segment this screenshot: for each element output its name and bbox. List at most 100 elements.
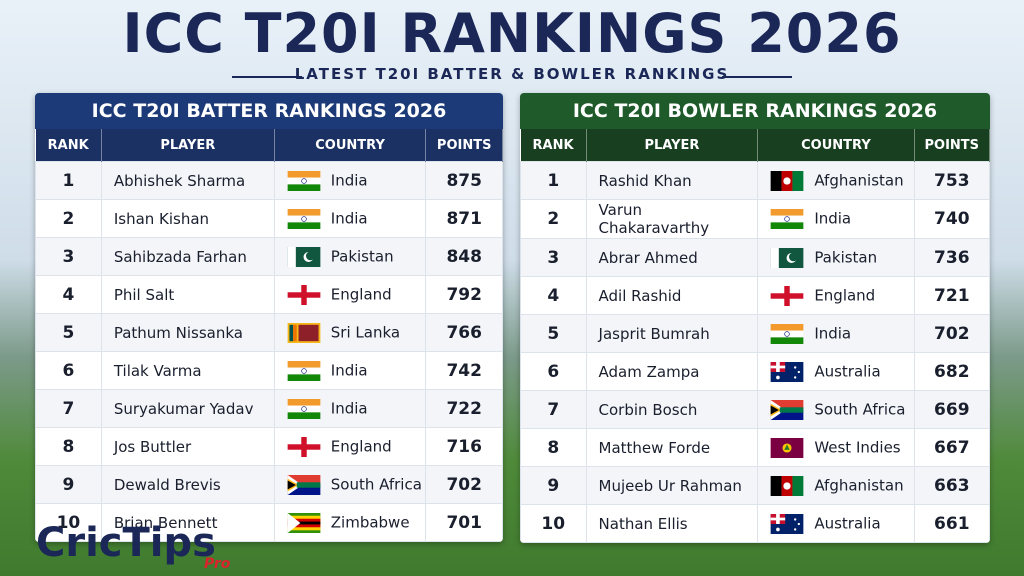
cell-text: India: [814, 209, 852, 228]
cell-text: Jasprit Bumrah: [598, 324, 710, 343]
cell: 753: [913, 161, 990, 200]
cell-text: England: [330, 437, 392, 455]
cell-text: Dewald Brevis: [113, 475, 221, 494]
cell: 9: [520, 466, 587, 505]
flag: [287, 513, 321, 533]
row: 8 Matthew Forde West Indies 667: [520, 428, 990, 467]
cell: 736: [913, 238, 990, 277]
cell-text: Australia: [814, 362, 881, 380]
cell-text: 848: [446, 246, 482, 267]
cell-text: 792: [446, 284, 482, 305]
flag: [770, 171, 804, 191]
cell-text: 10: [541, 513, 566, 534]
cell: Dewald Brevis: [100, 465, 275, 504]
cell-text: Afghanistan: [814, 171, 904, 189]
cell: England: [757, 276, 915, 315]
cell: India: [273, 389, 427, 428]
cell-text: 10: [56, 512, 81, 533]
cell: Jasprit Bumrah: [585, 314, 759, 353]
cell: India: [273, 351, 427, 390]
cell-text: Sahibzada Farhan: [113, 247, 247, 266]
cell: 667: [913, 428, 990, 467]
cell-text: 721: [934, 285, 970, 306]
cell: Sri Lanka: [273, 313, 427, 352]
cell: Afghanistan: [757, 466, 915, 505]
cell-text: 6: [62, 360, 75, 381]
row: 5 Pathum Nissanka Sri Lanka 766: [35, 313, 503, 352]
batter-table: ICC T20I BATTER RANKINGS 2026 RANK PLAYER C…: [35, 93, 503, 542]
cell-text: 9: [62, 474, 75, 495]
logo: CricTips Pro: [36, 520, 230, 572]
flag: [770, 324, 804, 344]
row: 6 Adam Zampa Australia 682: [520, 352, 990, 391]
cell: 792: [425, 275, 503, 314]
cell: Jos Buttler: [100, 427, 275, 466]
cell: 766: [425, 313, 503, 352]
flag: [287, 361, 321, 381]
flag: [770, 248, 804, 268]
cell: Afghanistan: [757, 161, 915, 200]
table: RANK PLAYER COUNTRY POINTS 1 Rashid Khan Afgha…: [520, 129, 990, 543]
cell-text: 7: [547, 399, 560, 420]
column-header: PLAYER: [101, 129, 275, 162]
cell-text: 702: [934, 323, 970, 344]
cell: 5: [520, 314, 587, 353]
cell: 4: [520, 276, 587, 315]
cell-text: Australia: [814, 514, 881, 532]
row: 7 Suryakumar Yadav India 722: [35, 389, 503, 428]
cell: 1: [520, 161, 587, 200]
subtitle: LATEST T20I BATTER & BOWLER RANKINGS: [294, 65, 730, 83]
cell-text: Rashid Khan: [598, 171, 692, 190]
column-header: POINTS: [425, 129, 503, 162]
cell-text: Tilak Varma: [113, 361, 202, 380]
flag: [770, 476, 804, 496]
cell-text: 8: [547, 437, 560, 458]
flag: [287, 285, 321, 305]
cell: West Indies: [757, 428, 915, 467]
cell: 722: [425, 389, 503, 428]
cell: 4: [35, 275, 102, 314]
cell: Adam Zampa: [585, 352, 759, 391]
cell: Zimbabwe: [273, 503, 427, 542]
row: 4 Adil Rashid England 721: [520, 276, 990, 315]
cell: Australia: [757, 352, 915, 391]
cell-text: 742: [446, 360, 482, 381]
cell: 6: [35, 351, 102, 390]
cell-text: Nathan Ellis: [598, 514, 688, 533]
row: 9 Dewald Brevis South Africa 702: [35, 465, 503, 504]
cell: India: [757, 314, 915, 353]
cell-text: 1: [62, 170, 75, 191]
cell: India: [757, 199, 915, 239]
cell-text: England: [814, 286, 876, 304]
cell-text: 753: [934, 170, 970, 191]
row: 10 Brian Bennett Zimbabwe 701: [35, 503, 503, 542]
cell: 1: [35, 161, 102, 200]
cell: South Africa: [757, 390, 915, 429]
row: 6 Tilak Varma India 742: [35, 351, 503, 390]
cell-text: Pathum Nissanka: [113, 323, 243, 342]
cell-text: 2: [62, 208, 75, 229]
cell-text: Adil Rashid: [598, 286, 682, 305]
cell-text: 875: [446, 170, 482, 191]
cell: 8: [520, 428, 587, 467]
cell: 669: [913, 390, 990, 429]
row: 3 Abrar Ahmed Pakistan 736: [520, 238, 990, 277]
cell: Australia: [757, 504, 915, 543]
cell-text: Corbin Bosch: [598, 400, 698, 419]
cell-text: 701: [446, 512, 482, 533]
row: 4 Phil Salt England 792: [35, 275, 503, 314]
cell-text: West Indies: [814, 438, 901, 456]
cell-text: 702: [446, 474, 482, 495]
cell: England: [273, 427, 427, 466]
cell: Nathan Ellis: [585, 504, 759, 543]
cell: 740: [913, 199, 990, 239]
cell-text: 3: [62, 246, 75, 267]
flag: [287, 399, 321, 419]
flag: [287, 209, 321, 229]
cell: 663: [913, 466, 990, 505]
cell: Pakistan: [757, 238, 915, 277]
cell: Abhishek Sharma: [100, 161, 275, 200]
row: 2 Varun Chakaravarthy India 740: [520, 199, 990, 239]
cell: 2: [35, 199, 102, 238]
